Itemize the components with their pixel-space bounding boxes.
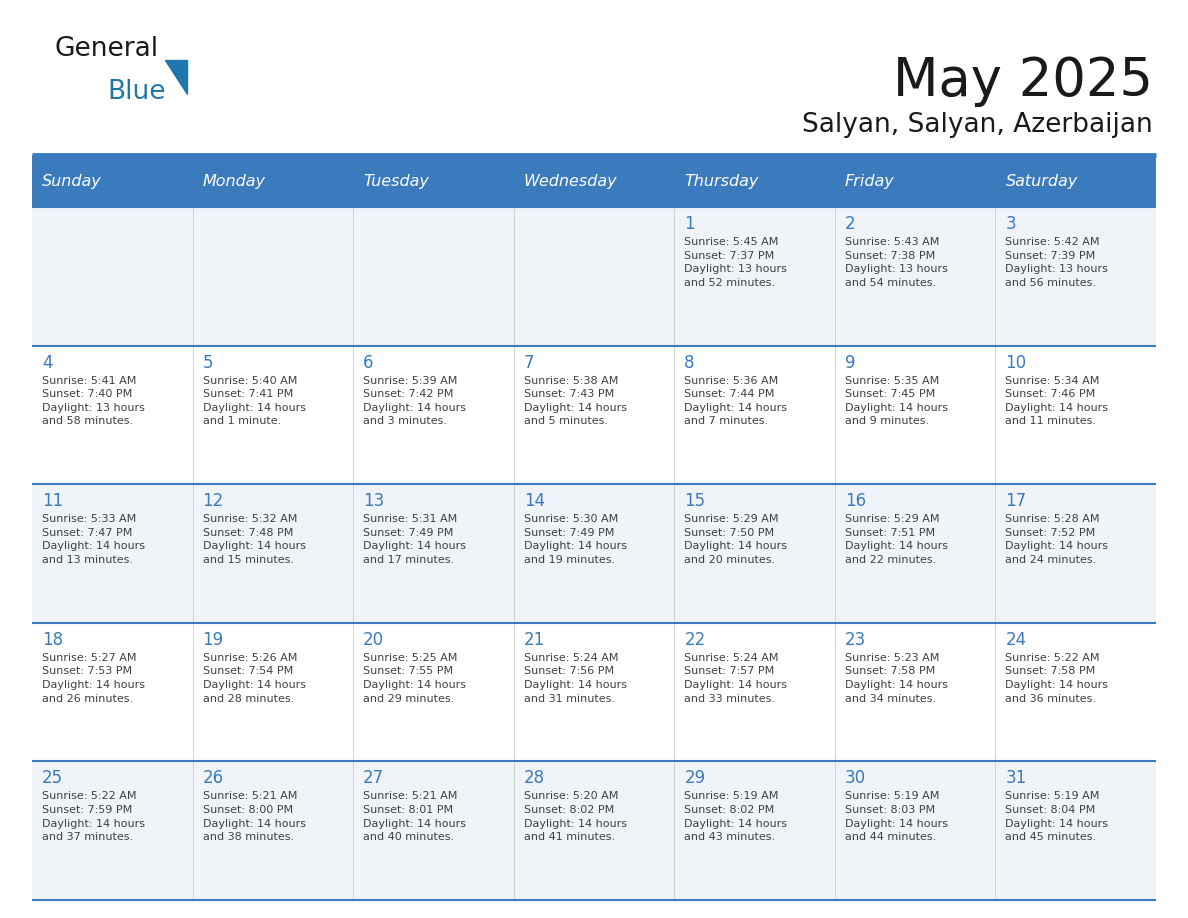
Text: Monday: Monday	[203, 174, 266, 188]
Text: Sunrise: 5:40 AM
Sunset: 7:41 PM
Daylight: 14 hours
and 1 minute.: Sunrise: 5:40 AM Sunset: 7:41 PM Dayligh…	[203, 375, 305, 426]
Text: 17: 17	[1005, 492, 1026, 510]
Text: 9: 9	[845, 353, 855, 372]
Text: 16: 16	[845, 492, 866, 510]
Text: 3: 3	[1005, 215, 1016, 233]
Text: Blue: Blue	[107, 79, 165, 105]
Text: Sunday: Sunday	[42, 174, 102, 188]
Text: Wednesday: Wednesday	[524, 174, 618, 188]
Text: 13: 13	[364, 492, 385, 510]
Text: 18: 18	[42, 631, 63, 649]
Text: 21: 21	[524, 631, 545, 649]
Text: Sunrise: 5:19 AM
Sunset: 8:02 PM
Daylight: 14 hours
and 43 minutes.: Sunrise: 5:19 AM Sunset: 8:02 PM Dayligh…	[684, 791, 788, 842]
Polygon shape	[165, 60, 187, 94]
Text: Sunrise: 5:45 AM
Sunset: 7:37 PM
Daylight: 13 hours
and 52 minutes.: Sunrise: 5:45 AM Sunset: 7:37 PM Dayligh…	[684, 237, 788, 288]
Text: Sunrise: 5:22 AM
Sunset: 7:59 PM
Daylight: 14 hours
and 37 minutes.: Sunrise: 5:22 AM Sunset: 7:59 PM Dayligh…	[42, 791, 145, 842]
Text: Sunrise: 5:23 AM
Sunset: 7:58 PM
Daylight: 14 hours
and 34 minutes.: Sunrise: 5:23 AM Sunset: 7:58 PM Dayligh…	[845, 653, 948, 703]
Text: Friday: Friday	[845, 174, 895, 188]
Text: Sunrise: 5:22 AM
Sunset: 7:58 PM
Daylight: 14 hours
and 36 minutes.: Sunrise: 5:22 AM Sunset: 7:58 PM Dayligh…	[1005, 653, 1108, 703]
Text: Sunrise: 5:39 AM
Sunset: 7:42 PM
Daylight: 14 hours
and 3 minutes.: Sunrise: 5:39 AM Sunset: 7:42 PM Dayligh…	[364, 375, 466, 426]
Text: 7: 7	[524, 353, 535, 372]
Text: 11: 11	[42, 492, 63, 510]
Text: Sunrise: 5:42 AM
Sunset: 7:39 PM
Daylight: 13 hours
and 56 minutes.: Sunrise: 5:42 AM Sunset: 7:39 PM Dayligh…	[1005, 237, 1108, 288]
Text: Sunrise: 5:30 AM
Sunset: 7:49 PM
Daylight: 14 hours
and 19 minutes.: Sunrise: 5:30 AM Sunset: 7:49 PM Dayligh…	[524, 514, 627, 565]
Text: Sunrise: 5:43 AM
Sunset: 7:38 PM
Daylight: 13 hours
and 54 minutes.: Sunrise: 5:43 AM Sunset: 7:38 PM Dayligh…	[845, 237, 948, 288]
Text: 28: 28	[524, 769, 545, 788]
Text: Sunrise: 5:24 AM
Sunset: 7:57 PM
Daylight: 14 hours
and 33 minutes.: Sunrise: 5:24 AM Sunset: 7:57 PM Dayligh…	[684, 653, 788, 703]
Text: 23: 23	[845, 631, 866, 649]
Text: 12: 12	[203, 492, 223, 510]
Text: 22: 22	[684, 631, 706, 649]
Text: 30: 30	[845, 769, 866, 788]
Text: Sunrise: 5:20 AM
Sunset: 8:02 PM
Daylight: 14 hours
and 41 minutes.: Sunrise: 5:20 AM Sunset: 8:02 PM Dayligh…	[524, 791, 627, 842]
Bar	[32, 155, 1156, 207]
Text: 15: 15	[684, 492, 706, 510]
Text: Sunrise: 5:31 AM
Sunset: 7:49 PM
Daylight: 14 hours
and 17 minutes.: Sunrise: 5:31 AM Sunset: 7:49 PM Dayligh…	[364, 514, 466, 565]
Bar	[32, 207, 1156, 345]
Text: 4: 4	[42, 353, 52, 372]
Text: Sunrise: 5:32 AM
Sunset: 7:48 PM
Daylight: 14 hours
and 15 minutes.: Sunrise: 5:32 AM Sunset: 7:48 PM Dayligh…	[203, 514, 305, 565]
Bar	[32, 622, 1156, 761]
Text: May 2025: May 2025	[893, 55, 1154, 107]
Text: Salyan, Salyan, Azerbaijan: Salyan, Salyan, Azerbaijan	[802, 112, 1154, 138]
Text: 27: 27	[364, 769, 384, 788]
Text: Sunrise: 5:41 AM
Sunset: 7:40 PM
Daylight: 13 hours
and 58 minutes.: Sunrise: 5:41 AM Sunset: 7:40 PM Dayligh…	[42, 375, 145, 426]
Text: Sunrise: 5:27 AM
Sunset: 7:53 PM
Daylight: 14 hours
and 26 minutes.: Sunrise: 5:27 AM Sunset: 7:53 PM Dayligh…	[42, 653, 145, 703]
Text: General: General	[55, 36, 159, 62]
Text: Sunrise: 5:26 AM
Sunset: 7:54 PM
Daylight: 14 hours
and 28 minutes.: Sunrise: 5:26 AM Sunset: 7:54 PM Dayligh…	[203, 653, 305, 703]
Text: Thursday: Thursday	[684, 174, 759, 188]
Text: 25: 25	[42, 769, 63, 788]
Text: 1: 1	[684, 215, 695, 233]
Text: Sunrise: 5:35 AM
Sunset: 7:45 PM
Daylight: 14 hours
and 9 minutes.: Sunrise: 5:35 AM Sunset: 7:45 PM Dayligh…	[845, 375, 948, 426]
Text: Saturday: Saturday	[1005, 174, 1078, 188]
Bar	[32, 484, 1156, 622]
Text: 6: 6	[364, 353, 374, 372]
Text: Sunrise: 5:36 AM
Sunset: 7:44 PM
Daylight: 14 hours
and 7 minutes.: Sunrise: 5:36 AM Sunset: 7:44 PM Dayligh…	[684, 375, 788, 426]
Text: Sunrise: 5:25 AM
Sunset: 7:55 PM
Daylight: 14 hours
and 29 minutes.: Sunrise: 5:25 AM Sunset: 7:55 PM Dayligh…	[364, 653, 466, 703]
Text: Sunrise: 5:29 AM
Sunset: 7:50 PM
Daylight: 14 hours
and 20 minutes.: Sunrise: 5:29 AM Sunset: 7:50 PM Dayligh…	[684, 514, 788, 565]
Text: 5: 5	[203, 353, 213, 372]
Text: 26: 26	[203, 769, 223, 788]
Text: Sunrise: 5:21 AM
Sunset: 8:01 PM
Daylight: 14 hours
and 40 minutes.: Sunrise: 5:21 AM Sunset: 8:01 PM Dayligh…	[364, 791, 466, 842]
Text: 10: 10	[1005, 353, 1026, 372]
Text: 20: 20	[364, 631, 384, 649]
Text: Sunrise: 5:34 AM
Sunset: 7:46 PM
Daylight: 14 hours
and 11 minutes.: Sunrise: 5:34 AM Sunset: 7:46 PM Dayligh…	[1005, 375, 1108, 426]
Text: 24: 24	[1005, 631, 1026, 649]
Text: 2: 2	[845, 215, 855, 233]
Text: Tuesday: Tuesday	[364, 174, 429, 188]
Text: Sunrise: 5:19 AM
Sunset: 8:04 PM
Daylight: 14 hours
and 45 minutes.: Sunrise: 5:19 AM Sunset: 8:04 PM Dayligh…	[1005, 791, 1108, 842]
Text: 8: 8	[684, 353, 695, 372]
Text: 14: 14	[524, 492, 545, 510]
Text: Sunrise: 5:38 AM
Sunset: 7:43 PM
Daylight: 14 hours
and 5 minutes.: Sunrise: 5:38 AM Sunset: 7:43 PM Dayligh…	[524, 375, 627, 426]
Text: Sunrise: 5:19 AM
Sunset: 8:03 PM
Daylight: 14 hours
and 44 minutes.: Sunrise: 5:19 AM Sunset: 8:03 PM Dayligh…	[845, 791, 948, 842]
Text: Sunrise: 5:24 AM
Sunset: 7:56 PM
Daylight: 14 hours
and 31 minutes.: Sunrise: 5:24 AM Sunset: 7:56 PM Dayligh…	[524, 653, 627, 703]
Text: 29: 29	[684, 769, 706, 788]
Text: Sunrise: 5:29 AM
Sunset: 7:51 PM
Daylight: 14 hours
and 22 minutes.: Sunrise: 5:29 AM Sunset: 7:51 PM Dayligh…	[845, 514, 948, 565]
Text: Sunrise: 5:28 AM
Sunset: 7:52 PM
Daylight: 14 hours
and 24 minutes.: Sunrise: 5:28 AM Sunset: 7:52 PM Dayligh…	[1005, 514, 1108, 565]
Text: 31: 31	[1005, 769, 1026, 788]
Text: Sunrise: 5:33 AM
Sunset: 7:47 PM
Daylight: 14 hours
and 13 minutes.: Sunrise: 5:33 AM Sunset: 7:47 PM Dayligh…	[42, 514, 145, 565]
Text: 19: 19	[203, 631, 223, 649]
Bar	[32, 761, 1156, 900]
Bar	[32, 345, 1156, 484]
Text: Sunrise: 5:21 AM
Sunset: 8:00 PM
Daylight: 14 hours
and 38 minutes.: Sunrise: 5:21 AM Sunset: 8:00 PM Dayligh…	[203, 791, 305, 842]
